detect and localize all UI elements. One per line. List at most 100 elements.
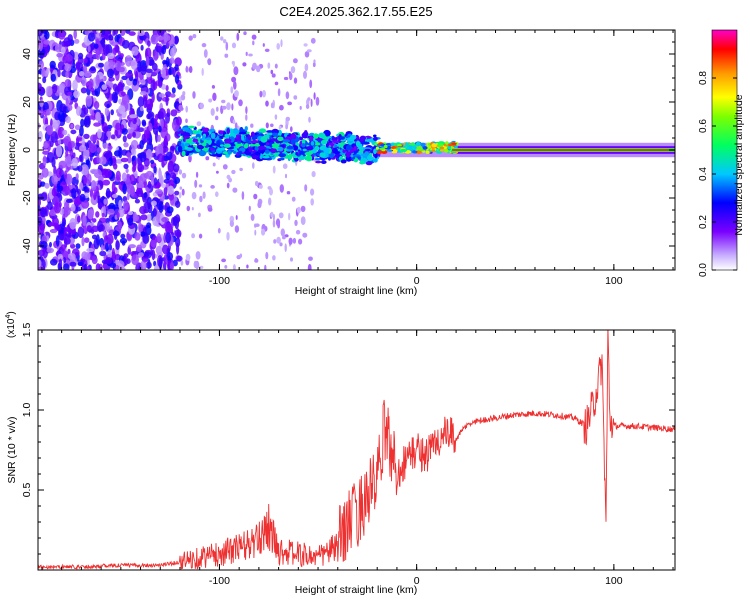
- heatmap-cell: [104, 106, 109, 117]
- heatmap-cell: [127, 217, 134, 226]
- heatmap-cell: [136, 244, 143, 253]
- heatmap-cell: [111, 91, 118, 104]
- heatmap-cell: [66, 198, 73, 203]
- heatmap-cell: [225, 41, 229, 51]
- x-tick-label: 0: [414, 275, 420, 287]
- heatmap-cell: [259, 90, 263, 98]
- heatmap-cell: [112, 83, 118, 92]
- heatmap-cell: [165, 94, 169, 107]
- heatmap-cell: [267, 186, 272, 190]
- heatmap-cell: [254, 146, 259, 152]
- heatmap-cell: [119, 53, 124, 58]
- heatmap-cell: [155, 45, 163, 53]
- heatmap-cell: [169, 93, 176, 98]
- heatmap-cell: [101, 84, 107, 90]
- heatmap-cell: [178, 104, 183, 111]
- heatmap-cell: [178, 169, 183, 175]
- heatmap-cell: [72, 79, 78, 91]
- heatmap-cell: [230, 86, 234, 94]
- heatmap-cell: [52, 122, 59, 130]
- heatmap-cell: [96, 153, 100, 164]
- x-tick-label: -100: [209, 275, 230, 287]
- snr-multiplier-base: (x10: [6, 318, 17, 338]
- heatmap-cell: [277, 146, 284, 152]
- heatmap-cell: [227, 150, 231, 155]
- heatmap-cell: [287, 101, 292, 106]
- heatmap-cell: [93, 43, 99, 49]
- heatmap-cell: [156, 35, 164, 41]
- heatmap-cell: [319, 152, 326, 158]
- heatmap-cell: [89, 154, 93, 162]
- heatmap-cell: [158, 169, 162, 179]
- heatmap-cell: [146, 137, 152, 145]
- heatmap-cell: [234, 90, 239, 98]
- heatmap-cell: [109, 262, 117, 269]
- heatmap-cell: [250, 123, 254, 128]
- heatmap-cell: [132, 117, 137, 125]
- heatmap-cell: [100, 244, 104, 252]
- heatmap-cell: [303, 43, 308, 47]
- heatmap-cell: [373, 148, 377, 155]
- heatmap-cell: [172, 163, 180, 173]
- heatmap-cell: [138, 252, 144, 258]
- heatmap-cell: [83, 133, 90, 139]
- heatmap-cell: [108, 34, 114, 41]
- heatmap-cell: [110, 109, 114, 116]
- heatmap-cell: [271, 145, 280, 149]
- heatmap-cell: [189, 141, 193, 146]
- heatmap-cell: [199, 265, 204, 269]
- heatmap-cell: [177, 145, 183, 153]
- heatmap-cell: [65, 233, 73, 238]
- heatmap-cell: [420, 142, 426, 147]
- heatmap-cell: [264, 48, 270, 52]
- heatmap-cell: [285, 91, 290, 100]
- heatmap-cell: [120, 233, 126, 239]
- heatmap-cell: [383, 144, 388, 149]
- heatmap-cell: [139, 140, 144, 150]
- heatmap-cell: [107, 145, 113, 150]
- heatmap-cell: [140, 231, 146, 237]
- heatmap-cell: [86, 247, 94, 253]
- heatmap-cell: [129, 174, 136, 185]
- heatmap-cell: [132, 78, 138, 86]
- heatmap-cell: [271, 143, 280, 147]
- heatmap-cell: [265, 100, 269, 107]
- heatmap-cell: [272, 165, 276, 174]
- heatmap-cell: [122, 183, 127, 195]
- heatmap-cell: [181, 150, 186, 157]
- heatmap-cell: [260, 136, 268, 143]
- heatmap-cell: [136, 182, 145, 189]
- heatmap-cell: [323, 147, 330, 154]
- heatmap-cell: [247, 134, 251, 140]
- heatmap-cell: [115, 122, 121, 131]
- heatmap-cell: [183, 135, 190, 140]
- heatmap-cell: [124, 86, 130, 91]
- heatmap-cell: [262, 90, 266, 98]
- heatmap-cell: [111, 247, 116, 260]
- heatmap-cell: [239, 167, 243, 172]
- heatmap-cell: [195, 251, 201, 260]
- heatmap-cell: [153, 177, 158, 186]
- heatmap-cell: [157, 153, 165, 163]
- heatmap-cell: [165, 252, 174, 261]
- heatmap-cell: [140, 106, 144, 112]
- heatmap-cell: [299, 105, 302, 110]
- heatmap-cell: [75, 243, 81, 249]
- heatmap-cell: [274, 81, 279, 86]
- heatmap-cell: [143, 179, 148, 189]
- heatmap-cell: [226, 174, 231, 180]
- colorbar-tick-label: 0.0: [698, 263, 709, 277]
- heatmap-cell: [116, 211, 120, 219]
- y-tick-label: 1.5: [21, 323, 33, 338]
- colorbar-scale: [711, 29, 738, 271]
- heatmap-cell: [166, 206, 174, 214]
- heatmap-cell: [232, 129, 241, 135]
- heatmap-cell: [306, 49, 312, 53]
- heatmap-cell: [138, 84, 146, 88]
- heatmap-cell: [334, 151, 341, 155]
- heatmap-cell: [203, 49, 208, 58]
- heatmap-cell: [362, 141, 370, 145]
- heatmap-cell: [148, 122, 153, 132]
- heatmap-cell: [67, 104, 73, 111]
